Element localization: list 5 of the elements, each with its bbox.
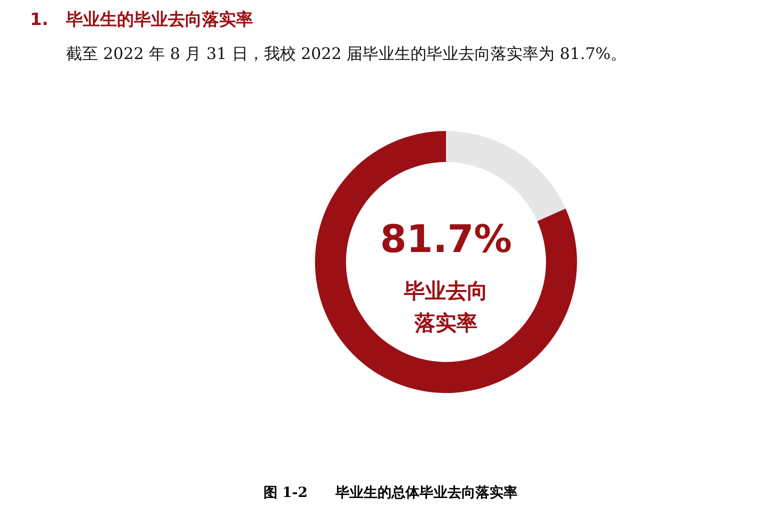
text: 1. 毕业生的毕业去向落实率: [30, 9, 254, 31]
caption: 图 1-2 毕业生的总体毕业去向落实率: [262, 484, 519, 502]
chart-subtitle: 截至 2022 年 8 月 31 日，我校 2022 届毕业生的毕业去向落实率为 81.7%。: [66, 44, 627, 65]
data-label: 81.7%: [380, 217, 512, 261]
text: 毕业去向落实率: [403, 279, 488, 335]
